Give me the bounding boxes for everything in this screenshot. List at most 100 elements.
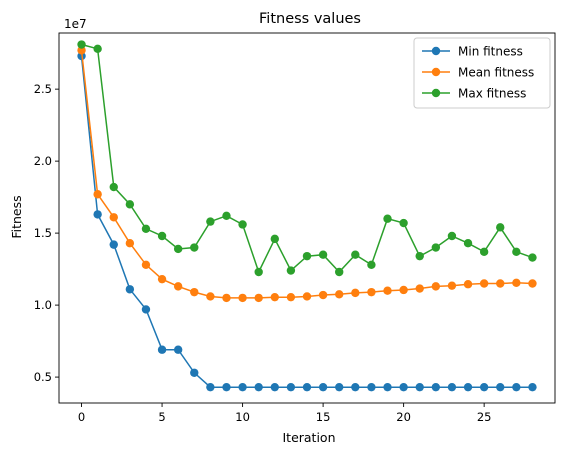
min-fitness-point bbox=[93, 210, 102, 219]
min-fitness-point bbox=[190, 368, 199, 377]
min-fitness-point bbox=[431, 382, 441, 392]
mean-fitness-point bbox=[447, 281, 457, 290]
mean-fitness-point bbox=[512, 278, 521, 287]
min-fitness-point bbox=[270, 382, 279, 392]
mean-fitness-point bbox=[270, 292, 279, 302]
min-fitness-point bbox=[109, 240, 118, 249]
mean-fitness-point bbox=[318, 290, 328, 300]
min-fitness-point bbox=[286, 382, 296, 392]
mean-fitness-point bbox=[190, 287, 199, 297]
max-fitness-point bbox=[238, 220, 247, 229]
y-tick-label: 1.0 bbox=[34, 298, 52, 312]
mean-fitness-point bbox=[238, 293, 247, 303]
legend-mean-fitness-marker bbox=[431, 67, 441, 77]
legend-max-fitness-marker bbox=[431, 88, 441, 98]
min-fitness-point bbox=[173, 345, 183, 354]
mean-fitness-point bbox=[173, 282, 183, 291]
y-offset-label: 1e7 bbox=[64, 17, 87, 31]
max-fitness-point bbox=[367, 260, 376, 269]
mean-fitness-point bbox=[93, 190, 102, 199]
max-fitness-point bbox=[270, 234, 279, 244]
x-tick-label: 20 bbox=[396, 410, 411, 424]
mean-fitness-point bbox=[367, 287, 376, 297]
min-fitness-point bbox=[335, 382, 344, 392]
mean-fitness-point bbox=[302, 292, 312, 301]
max-fitness-point bbox=[286, 266, 296, 275]
legend-min-fitness-marker bbox=[431, 46, 441, 56]
min-fitness-point bbox=[238, 382, 247, 392]
min-fitness-point bbox=[206, 382, 215, 392]
min-fitness-point bbox=[463, 382, 473, 392]
min-fitness-point bbox=[141, 305, 151, 314]
chart-title: Fitness values bbox=[259, 11, 361, 27]
max-fitness-point bbox=[302, 251, 312, 261]
max-fitness-point bbox=[222, 211, 231, 221]
mean-fitness-point bbox=[479, 279, 489, 288]
legend-max-fitness-label: Max fitness bbox=[458, 87, 526, 101]
mean-fitness-point bbox=[399, 285, 408, 295]
mean-fitness-point bbox=[109, 213, 118, 222]
legend-box bbox=[413, 37, 551, 109]
min-fitness-point bbox=[383, 382, 392, 392]
min-fitness-point bbox=[447, 382, 457, 392]
y-tick-label: 2.5 bbox=[34, 82, 52, 96]
min-fitness-point bbox=[528, 382, 537, 392]
legend-mean-fitness-label: Mean fitness bbox=[458, 66, 534, 80]
x-tick-label: 0 bbox=[78, 410, 85, 424]
max-fitness-point bbox=[479, 247, 489, 257]
x-tick-label: 15 bbox=[316, 410, 331, 424]
min-fitness-point bbox=[302, 382, 312, 392]
max-fitness-point bbox=[463, 238, 473, 248]
x-tick-label: 10 bbox=[235, 410, 250, 424]
min-fitness-point bbox=[318, 382, 328, 392]
mean-fitness-point bbox=[222, 293, 231, 303]
max-fitness-point bbox=[399, 218, 408, 228]
max-fitness-point bbox=[254, 267, 263, 277]
max-fitness-point bbox=[173, 244, 183, 254]
max-fitness-point bbox=[125, 200, 135, 209]
max-fitness-point bbox=[431, 243, 441, 252]
mean-fitness-point bbox=[496, 279, 505, 288]
mean-fitness-point bbox=[206, 292, 215, 301]
max-fitness-point bbox=[157, 231, 167, 241]
max-fitness-point bbox=[190, 243, 199, 252]
max-fitness-point bbox=[318, 250, 328, 259]
min-fitness-point bbox=[351, 382, 360, 392]
min-fitness-point bbox=[512, 382, 521, 392]
mean-fitness-point bbox=[254, 293, 263, 303]
max-fitness-point bbox=[109, 182, 118, 192]
y-tick-label: 2.0 bbox=[34, 154, 52, 168]
mean-fitness-point bbox=[157, 274, 167, 284]
x-axis-label: Iteration bbox=[282, 430, 335, 445]
min-fitness-point bbox=[479, 382, 489, 392]
mean-fitness-point bbox=[286, 292, 296, 302]
max-fitness-point bbox=[93, 44, 102, 54]
max-fitness-point bbox=[77, 40, 86, 49]
max-fitness-point bbox=[335, 267, 344, 277]
mean-fitness-point bbox=[463, 280, 473, 289]
max-fitness-point bbox=[383, 214, 392, 223]
plot-area: 0 5 10 15 20 25 0.5 1.0 1.5 2.0 2.5 bbox=[34, 32, 556, 424]
legend-min-fitness-label: Min fitness bbox=[458, 45, 523, 59]
max-fitness-point bbox=[496, 223, 505, 232]
axes-frame bbox=[58, 32, 556, 404]
min-fitness-point bbox=[399, 382, 408, 392]
max-fitness-point bbox=[351, 250, 360, 259]
max-fitness-point bbox=[141, 224, 151, 233]
min-fitness-point bbox=[415, 382, 424, 392]
mean-fitness-point bbox=[351, 288, 360, 298]
mean-fitness-point bbox=[77, 46, 86, 55]
max-fitness-point bbox=[447, 231, 457, 241]
min-fitness-point bbox=[367, 382, 376, 392]
x-tick-label: 25 bbox=[477, 410, 492, 424]
min-fitness-point bbox=[125, 285, 135, 294]
mean-fitness-point bbox=[528, 279, 537, 288]
max-fitness-point bbox=[512, 247, 521, 257]
y-axis-label: Fitness bbox=[9, 195, 24, 238]
x-tick-label: 5 bbox=[158, 410, 165, 424]
y-tick-label: 0.5 bbox=[34, 370, 52, 384]
y-tick-label: 1.5 bbox=[34, 226, 52, 240]
mean-fitness-point bbox=[335, 290, 344, 299]
max-fitness-point bbox=[206, 217, 215, 226]
